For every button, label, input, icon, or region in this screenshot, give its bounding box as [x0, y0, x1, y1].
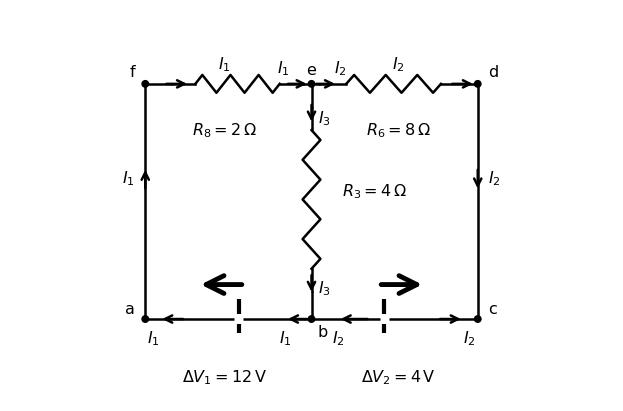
Text: $I_3$: $I_3$	[318, 109, 330, 128]
Text: $I_2$: $I_2$	[488, 170, 500, 189]
Circle shape	[308, 81, 315, 87]
Text: $I_2$: $I_2$	[331, 329, 344, 348]
Text: $I_1$: $I_1$	[147, 329, 159, 348]
Text: e: e	[307, 63, 316, 78]
Text: $I_1$: $I_1$	[277, 59, 289, 78]
Text: $R_8{=}2\,\Omega$: $R_8{=}2\,\Omega$	[192, 121, 257, 140]
Text: $I_2$: $I_2$	[334, 59, 346, 78]
Text: $I_1$: $I_1$	[123, 170, 135, 189]
Text: b: b	[318, 325, 328, 340]
Text: $I_2$: $I_2$	[464, 329, 476, 348]
Text: $I_1$: $I_1$	[279, 329, 292, 348]
Text: $R_3{=}4\,\Omega$: $R_3{=}4\,\Omega$	[342, 182, 407, 201]
Circle shape	[475, 81, 481, 87]
Text: $I_2$: $I_2$	[392, 55, 405, 74]
Circle shape	[475, 316, 481, 322]
Text: $R_6{=}8\,\Omega$: $R_6{=}8\,\Omega$	[366, 121, 431, 140]
Text: $I_1$: $I_1$	[218, 55, 231, 74]
Text: $\Delta V_1{=}12\,\mathrm{V}$: $\Delta V_1{=}12\,\mathrm{V}$	[182, 369, 267, 387]
Text: a: a	[125, 302, 135, 317]
Text: c: c	[488, 302, 497, 317]
Circle shape	[142, 81, 148, 87]
Text: $\Delta V_2{=}4\,\mathrm{V}$: $\Delta V_2{=}4\,\mathrm{V}$	[361, 369, 436, 387]
Text: f: f	[130, 65, 135, 80]
Text: $I_3$: $I_3$	[318, 279, 330, 298]
Circle shape	[142, 316, 148, 322]
Circle shape	[308, 316, 315, 322]
Text: d: d	[488, 65, 498, 80]
